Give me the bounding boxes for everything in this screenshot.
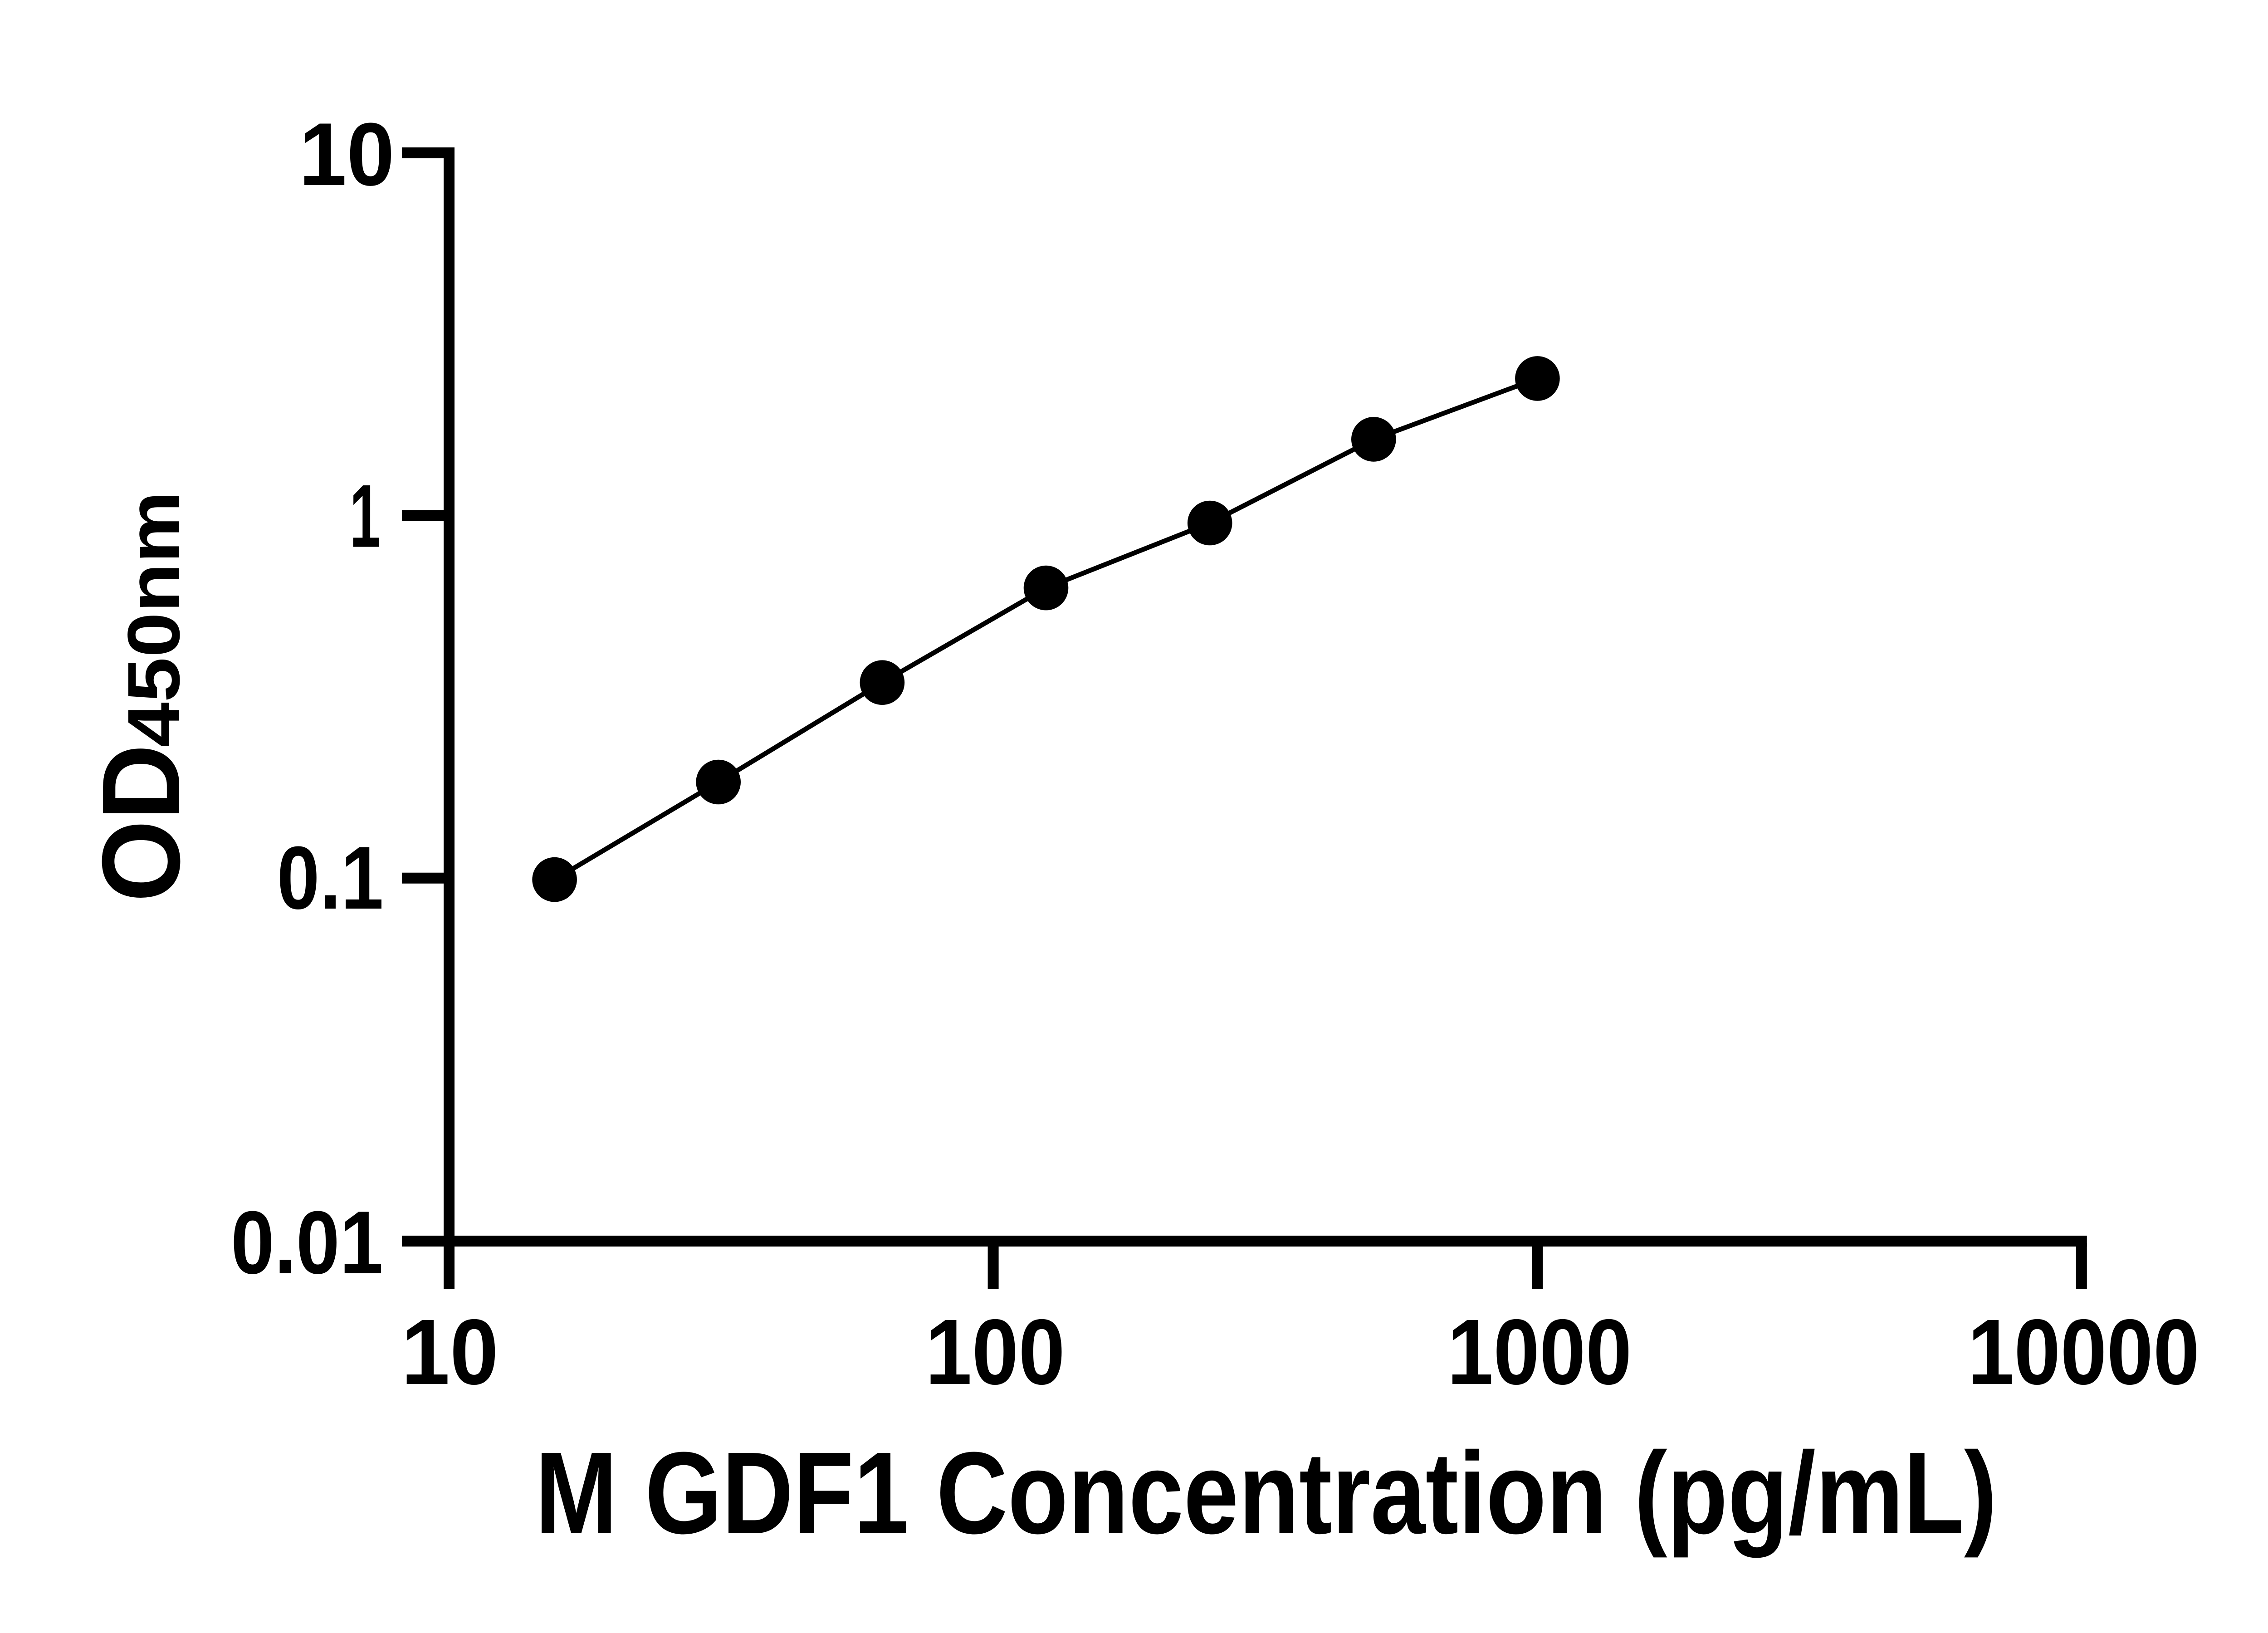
svg-text:10000: 10000 <box>1968 1300 2200 1404</box>
svg-text:100: 100 <box>925 1300 1065 1404</box>
svg-text:OD: OD <box>79 744 203 902</box>
svg-text:1: 1 <box>350 466 381 566</box>
svg-text:0.1: 0.1 <box>277 828 384 928</box>
svg-text:M GDF1 Concentration (pg/mL): M GDF1 Concentration (pg/mL) <box>535 1428 1997 1559</box>
svg-text:10: 10 <box>299 104 395 204</box>
svg-text:450nm: 450nm <box>112 491 195 747</box>
svg-text:1000: 1000 <box>1447 1300 1632 1404</box>
svg-text:10: 10 <box>401 1300 499 1404</box>
svg-text:0.01: 0.01 <box>231 1193 383 1292</box>
